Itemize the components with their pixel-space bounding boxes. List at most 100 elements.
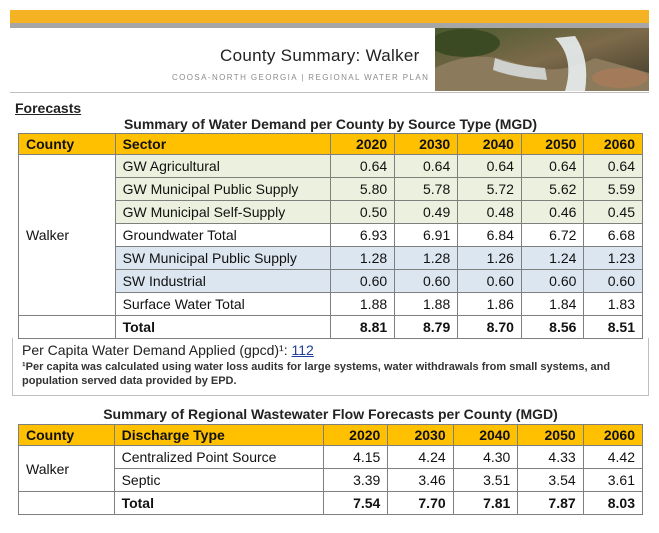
value-cell: 1.26 [457,246,522,270]
value-cell: 3.39 [322,468,389,492]
value-cell: 1.86 [457,292,522,316]
total-value: 8.81 [330,315,396,339]
value-cell: 4.33 [517,445,584,469]
total-value: 8.56 [520,315,585,339]
section-title: Forecasts [15,100,82,116]
value-cell: 5.62 [520,177,585,201]
empty-cell [18,491,115,515]
table-title: Summary of Water Demand per County by So… [123,116,538,132]
total-value: 7.54 [322,491,389,515]
value-cell: 0.50 [330,200,396,224]
total-label: Total [114,315,332,339]
row-label: SW Municipal Public Supply [114,246,332,270]
empty-cell [18,315,116,339]
value-cell: 0.64 [394,154,459,178]
total-value: 7.81 [452,491,519,515]
row-label: SW Industrial [114,269,332,293]
value-cell: 5.80 [330,177,396,201]
value-cell: 4.24 [387,445,454,469]
total-value: 8.70 [457,315,522,339]
per-capita-value: 112 [291,342,314,358]
column-header: 2040 [457,133,522,155]
value-cell: 3.46 [387,468,454,492]
value-cell: 0.60 [394,269,459,293]
value-cell: 6.91 [394,223,459,247]
column-header: 2030 [387,424,454,446]
row-label: GW Agricultural [114,154,332,178]
value-cell: 6.93 [330,223,396,247]
wastewater-table: County Discharge Type 2020 2030 2040 2050 2060… [18,424,644,515]
value-cell: 1.28 [330,246,396,270]
footnote: ¹Per capita was calculated using water l… [22,361,611,387]
per-capita: Per Capita Water Demand Applied (gpcd)¹:… [22,342,314,358]
demand-table: County Sector 2020 2030 2040 2050 2060 Walker GW… [18,133,643,339]
value-cell: 0.60 [457,269,522,293]
row-label: GW Municipal Public Supply [114,177,332,201]
column-header: 2050 [520,133,585,155]
table-title: Summary of Regional Wastewater Flow Fore… [103,406,558,422]
value-cell: 1.84 [520,292,585,316]
total-value: 8.03 [582,491,644,515]
table-row: SW Industrial 0.60 0.60 0.60 0.60 0.60 [19,269,643,293]
value-cell: 1.28 [394,246,459,270]
value-cell: 0.64 [330,154,396,178]
value-cell: 0.48 [457,200,522,224]
value-cell: 1.24 [520,246,585,270]
header-title: County Summary: Walker [220,46,420,65]
value-cell: 5.59 [583,177,643,201]
column-header: County [18,424,115,446]
value-cell: 6.68 [583,223,643,247]
note-box [12,338,649,396]
total-value: 7.87 [517,491,584,515]
value-cell: 5.72 [457,177,522,201]
column-header: Discharge Type [113,424,324,446]
value-cell: 4.30 [452,445,519,469]
value-cell: 0.64 [457,154,522,178]
value-cell: 4.42 [582,445,644,469]
value-cell: 3.54 [517,468,584,492]
row-label: Septic [113,468,324,492]
value-cell: 0.46 [520,200,585,224]
value-cell: 5.78 [394,177,459,201]
header-row: County Discharge Type 2020 2030 2040 2050 2060 [18,424,644,446]
divider [10,92,649,93]
total-label: Total [113,491,324,515]
value-cell: 0.60 [583,269,643,293]
table-row: Walker GW Agricultural 0.64 0.64 0.64 0.64 0.6… [18,154,643,316]
value-cell: 1.88 [394,292,459,316]
top-bar [10,10,649,23]
total-value: 8.79 [394,315,459,339]
column-header: 2040 [452,424,519,446]
county-cell: Walker [18,154,116,316]
total-value: 7.70 [387,491,454,515]
value-cell: 0.60 [520,269,585,293]
column-header: 2030 [394,133,459,155]
table-row: GW Municipal Self-Supply 0.50 0.49 0.48 0.46… [19,200,643,224]
value-cell: 0.60 [330,269,396,293]
row-label: GW Municipal Self-Supply [114,200,332,224]
table-row: Groundwater Total 6.93 6.91 6.84 6.72 6.68 [19,223,643,247]
table-row: SW Municipal Public Supply 1.28 1.28 1.26 1.… [19,246,643,270]
value-cell: 6.72 [520,223,585,247]
county-cell: Walker [18,445,115,492]
column-header: 2020 [322,424,389,446]
header-photo [435,28,649,91]
value-cell: 6.84 [457,223,522,247]
table-row: Walker Centralized Point Source 4.15 4.24 4.… [18,445,644,492]
row-label: Centralized Point Source [113,445,324,469]
value-cell: 1.88 [330,292,396,316]
value-cell: 4.15 [322,445,389,469]
row-label: Surface Water Total [114,292,332,316]
top-bar-gray [10,23,649,28]
value-cell: 0.49 [394,200,459,224]
header-row: County Sector 2020 2030 2040 2050 2060 [18,133,643,155]
value-cell: 1.83 [583,292,643,316]
value-cell: 0.45 [583,200,643,224]
column-header: 2020 [330,133,396,155]
value-cell: 3.51 [452,468,519,492]
column-header: 2050 [517,424,584,446]
total-row: Total 7.54 7.70 7.81 7.87 8.03 [18,491,644,515]
total-row: Total 8.81 8.79 8.70 8.56 8.51 [18,315,643,339]
header-subtitle: COOSA-NORTH GEORGIA | REGIONAL WATER PLA… [172,73,430,82]
